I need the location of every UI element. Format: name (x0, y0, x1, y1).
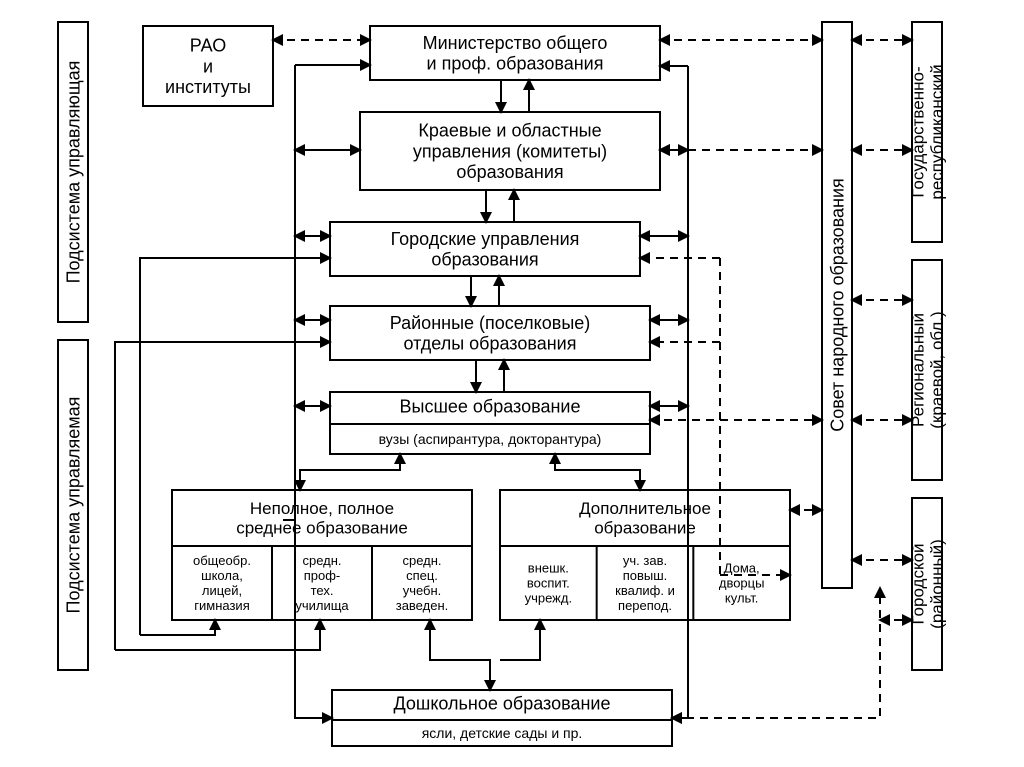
svg-text:Районные (поселковые): Районные (поселковые) (390, 313, 591, 333)
svg-text:школа,: школа, (201, 568, 243, 583)
svg-text:Высшее образование: Высшее образование (400, 396, 581, 416)
svg-text:(краевой, обл.): (краевой, обл.) (927, 311, 946, 428)
svg-text:уч. зав.: уч. зав. (623, 553, 667, 568)
svg-text:Региональный: Региональный (909, 313, 928, 427)
svg-text:тех.: тех. (311, 583, 334, 598)
svg-text:управления (комитеты): управления (комитеты) (413, 141, 607, 161)
svg-text:Подсистема управляющая: Подсистема управляющая (63, 61, 83, 284)
svg-text:дворцы: дворцы (719, 576, 765, 591)
svg-text:заведен.: заведен. (396, 598, 449, 613)
svg-text:учебн.: учебн. (403, 583, 442, 598)
svg-text:культ.: культ. (725, 591, 759, 606)
svg-text:среднее образование: среднее образование (236, 519, 408, 538)
svg-text:РАО: РАО (190, 36, 226, 56)
svg-text:лицей,: лицей, (202, 583, 242, 598)
svg-text:внешк.: внешк. (528, 561, 569, 576)
svg-text:республиканский: республиканский (927, 64, 946, 199)
svg-text:Городской: Городской (909, 543, 928, 624)
svg-text:общеобр.: общеобр. (193, 553, 251, 568)
svg-text:Неполное, полное: Неполное, полное (250, 499, 394, 518)
svg-text:перепод.: перепод. (618, 598, 672, 613)
svg-text:институты: институты (165, 77, 251, 97)
svg-text:Краевые и областные: Краевые и областные (418, 121, 601, 141)
svg-text:Дома,: Дома, (724, 561, 760, 576)
svg-text:образования: образования (431, 250, 538, 270)
svg-text:средн.: средн. (402, 553, 441, 568)
svg-text:повыш.: повыш. (623, 568, 668, 583)
svg-text:Подсистема управляемая: Подсистема управляемая (63, 397, 83, 614)
svg-text:Дошкольное образование: Дошкольное образование (394, 693, 611, 713)
svg-text:Дополнительное: Дополнительное (579, 499, 711, 518)
svg-text:образование: образование (594, 519, 696, 538)
svg-text:Городские управления: Городские управления (391, 229, 580, 249)
svg-text:образования: образования (456, 162, 563, 182)
svg-text:(районный): (районный) (927, 539, 946, 629)
svg-text:Государственно-: Государственно- (909, 66, 928, 197)
svg-text:проф-: проф- (304, 568, 341, 583)
svg-text:учрежд.: учрежд. (525, 591, 572, 606)
svg-text:квалиф. и: квалиф. и (615, 583, 675, 598)
svg-text:и проф. образования: и проф. образования (427, 54, 604, 74)
svg-text:отделы образования: отделы образования (404, 334, 577, 354)
svg-text:вузы (аспирантура, докторантур: вузы (аспирантура, докторантура) (379, 431, 602, 447)
svg-text:и: и (203, 56, 213, 76)
svg-text:ясли, детские сады и пр.: ясли, детские сады и пр. (422, 725, 583, 741)
svg-text:училища: училища (295, 598, 349, 613)
svg-text:Совет народного образования: Совет народного образования (827, 178, 847, 432)
svg-text:гимназия: гимназия (194, 598, 249, 613)
svg-text:спец.: спец. (406, 568, 438, 583)
svg-text:средн.: средн. (302, 553, 341, 568)
svg-text:воспит.: воспит. (527, 576, 570, 591)
svg-text:Министерство общего: Министерство общего (423, 33, 608, 53)
